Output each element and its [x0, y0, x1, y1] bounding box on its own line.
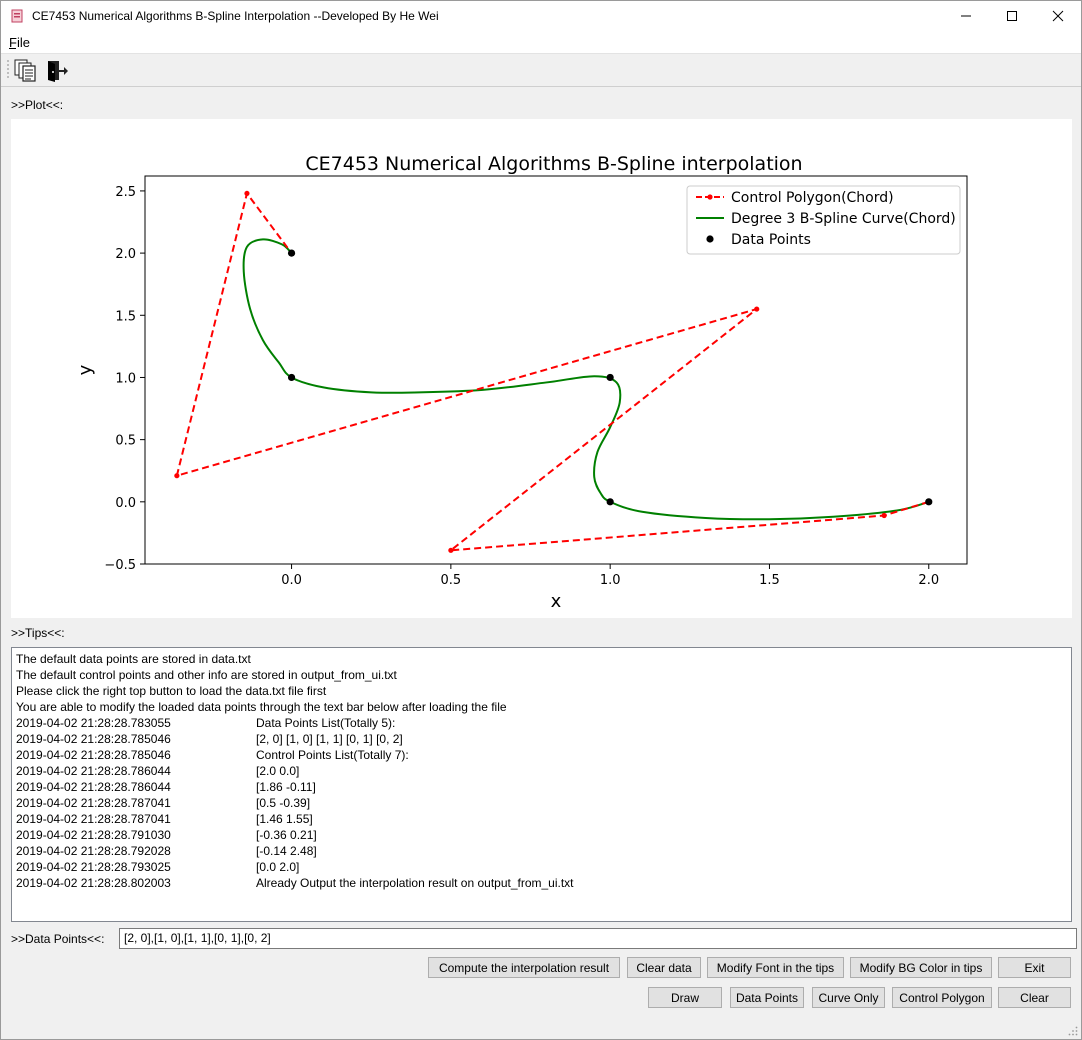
tips-log-timestamp: 2019-04-02 21:28:28.793025	[16, 860, 171, 874]
exit-app-button[interactable]	[45, 58, 71, 84]
x-tick-label: 0.5	[441, 573, 462, 588]
legend-label: Degree 3 B-Spline Curve(Chord)	[731, 211, 956, 227]
legend-swatch-marker	[707, 194, 713, 200]
x-tick-label: 0.0	[281, 573, 302, 588]
draw-button[interactable]: Draw	[648, 987, 722, 1008]
tips-log-timestamp: 2019-04-02 21:28:28.786044	[16, 780, 171, 794]
close-icon	[1052, 10, 1064, 22]
exit-door-icon	[48, 61, 68, 82]
toolbar-grip-icon	[7, 60, 9, 78]
clear-button[interactable]: Clear	[998, 987, 1071, 1008]
legend-label: Control Polygon(Chord)	[731, 190, 894, 206]
window-title: CE7453 Numerical Algorithms B-Spline Int…	[32, 9, 439, 23]
tips-log-message: Already Output the interpolation result …	[256, 876, 574, 890]
x-tick-label: 2.0	[918, 573, 939, 588]
tips-log-message: [2.0 0.0]	[256, 764, 300, 778]
tips-log-message: [-0.14 2.48]	[256, 844, 317, 858]
control-point-marker	[174, 473, 180, 479]
chart-title: CE7453 Numerical Algorithms B-Spline int…	[305, 153, 802, 175]
menu-file[interactable]: File	[9, 35, 30, 50]
modify-bg-color-button[interactable]: Modify BG Color in tips	[850, 957, 992, 978]
minimize-button[interactable]	[943, 1, 989, 31]
data-point-marker	[287, 249, 296, 257]
close-button[interactable]	[1035, 1, 1081, 31]
legend-label: Data Points	[731, 232, 811, 248]
app-icon	[11, 9, 23, 23]
exit-button[interactable]: Exit	[998, 957, 1071, 978]
tips-log-timestamp: 2019-04-02 21:28:28.802003	[16, 876, 171, 890]
bspline-curve-line	[242, 238, 930, 521]
tips-log-timestamp: 2019-04-02 21:28:28.785046	[16, 732, 171, 746]
y-tick-label: 1.0	[115, 371, 136, 386]
x-tick-label: 1.5	[759, 573, 780, 588]
compute-interpolation-button[interactable]: Compute the interpolation result	[428, 957, 620, 978]
y-tick-label: 2.0	[115, 247, 136, 262]
control-point-marker	[881, 512, 887, 519]
data-point-marker	[925, 498, 933, 506]
curve-only-button[interactable]: Curve Only	[812, 987, 885, 1008]
datapoints-section-label: >>Data Points<<:	[11, 932, 105, 946]
clear-data-button[interactable]: Clear data	[627, 957, 701, 978]
tips-log-message: [1.46 1.55]	[256, 812, 313, 826]
control-point-marker	[754, 306, 760, 312]
tips-log-message: [0.5 -0.39]	[256, 796, 311, 810]
minimize-icon	[961, 15, 971, 17]
legend-swatch-data-points	[706, 235, 714, 243]
title-bar: CE7453 Numerical Algorithms B-Spline Int…	[1, 1, 1081, 31]
control-point-marker	[244, 190, 250, 197]
tips-log-timestamp: 2019-04-02 21:28:28.785046	[16, 748, 171, 762]
maximize-button[interactable]	[989, 1, 1035, 31]
tips-log-message: [1.86 -0.11]	[256, 780, 316, 794]
tips-textbox[interactable]: The default data points are stored in da…	[11, 647, 1072, 922]
resize-grip-icon[interactable]	[1068, 1026, 1078, 1036]
tips-log-message: Data Points List(Totally 5):	[256, 716, 396, 730]
data-points-button[interactable]: Data Points	[730, 987, 804, 1008]
tips-log-message: [-0.36 0.21]	[256, 828, 317, 842]
load-file-button[interactable]	[13, 58, 39, 84]
legend-box	[686, 185, 961, 255]
chart-legend: Control Polygon(Chord) Degree 3 B-Spline …	[686, 185, 961, 255]
plot-canvas: CE7453 Numerical Algorithms B-Spline int…	[11, 119, 1072, 618]
plot-section-label: >>Plot<<:	[11, 98, 64, 112]
data-point-marker	[606, 498, 614, 506]
datapoints-input[interactable]: [2, 0],[1, 0],[1, 1],[0, 1],[0, 2]	[119, 928, 1077, 949]
x-tick-label: 1.0	[600, 573, 621, 588]
tips-log-message: [0.0 2.0]	[256, 860, 300, 874]
bspline-chart: CE7453 Numerical Algorithms B-Spline int…	[75, 153, 968, 612]
y-tick-label: −0.5	[104, 558, 136, 573]
tips-intro-line: The default data points are stored in da…	[16, 652, 251, 666]
copy-documents-icon	[14, 59, 36, 82]
modify-font-button[interactable]: Modify Font in the tips	[707, 957, 844, 978]
x-axis-label: x	[551, 591, 562, 612]
tips-log-timestamp: 2019-04-02 21:28:28.792028	[16, 844, 171, 858]
toolbar	[1, 54, 1081, 87]
y-tick-label: 1.5	[115, 309, 136, 324]
y-tick-label: 0.0	[115, 496, 136, 511]
control-polygon-button[interactable]: Control Polygon	[892, 987, 992, 1008]
menu-bar: File	[1, 31, 1081, 54]
data-point-marker	[606, 373, 614, 382]
tips-log-timestamp: 2019-04-02 21:28:28.787041	[16, 796, 171, 810]
plot-axes-frame	[144, 175, 968, 565]
tips-log-timestamp: 2019-04-02 21:28:28.786044	[16, 764, 171, 778]
tips-intro-line: You are able to modify the loaded data p…	[16, 700, 507, 714]
menu-file-mnemonic-underline	[9, 48, 16, 49]
tips-log-message: [2, 0] [1, 0] [1, 1] [0, 1] [0, 2]	[256, 732, 403, 746]
tips-intro-line: Please click the right top button to loa…	[16, 684, 327, 698]
tips-log-timestamp: 2019-04-02 21:28:28.787041	[16, 812, 171, 826]
maximize-icon	[1007, 11, 1017, 21]
y-axis-label: y	[75, 364, 96, 375]
y-tick-label: 2.5	[115, 185, 136, 200]
tips-log-message: Control Points List(Totally 7):	[256, 748, 409, 762]
y-tick-label: 0.5	[115, 434, 136, 449]
tips-log-timestamp: 2019-04-02 21:28:28.783055	[16, 716, 171, 730]
tips-intro-line: The default control points and other inf…	[16, 668, 397, 682]
tips-log-timestamp: 2019-04-02 21:28:28.791030	[16, 828, 171, 842]
tips-section-label: >>Tips<<:	[11, 626, 65, 640]
data-point-marker	[287, 373, 296, 382]
control-point-marker	[448, 547, 454, 553]
